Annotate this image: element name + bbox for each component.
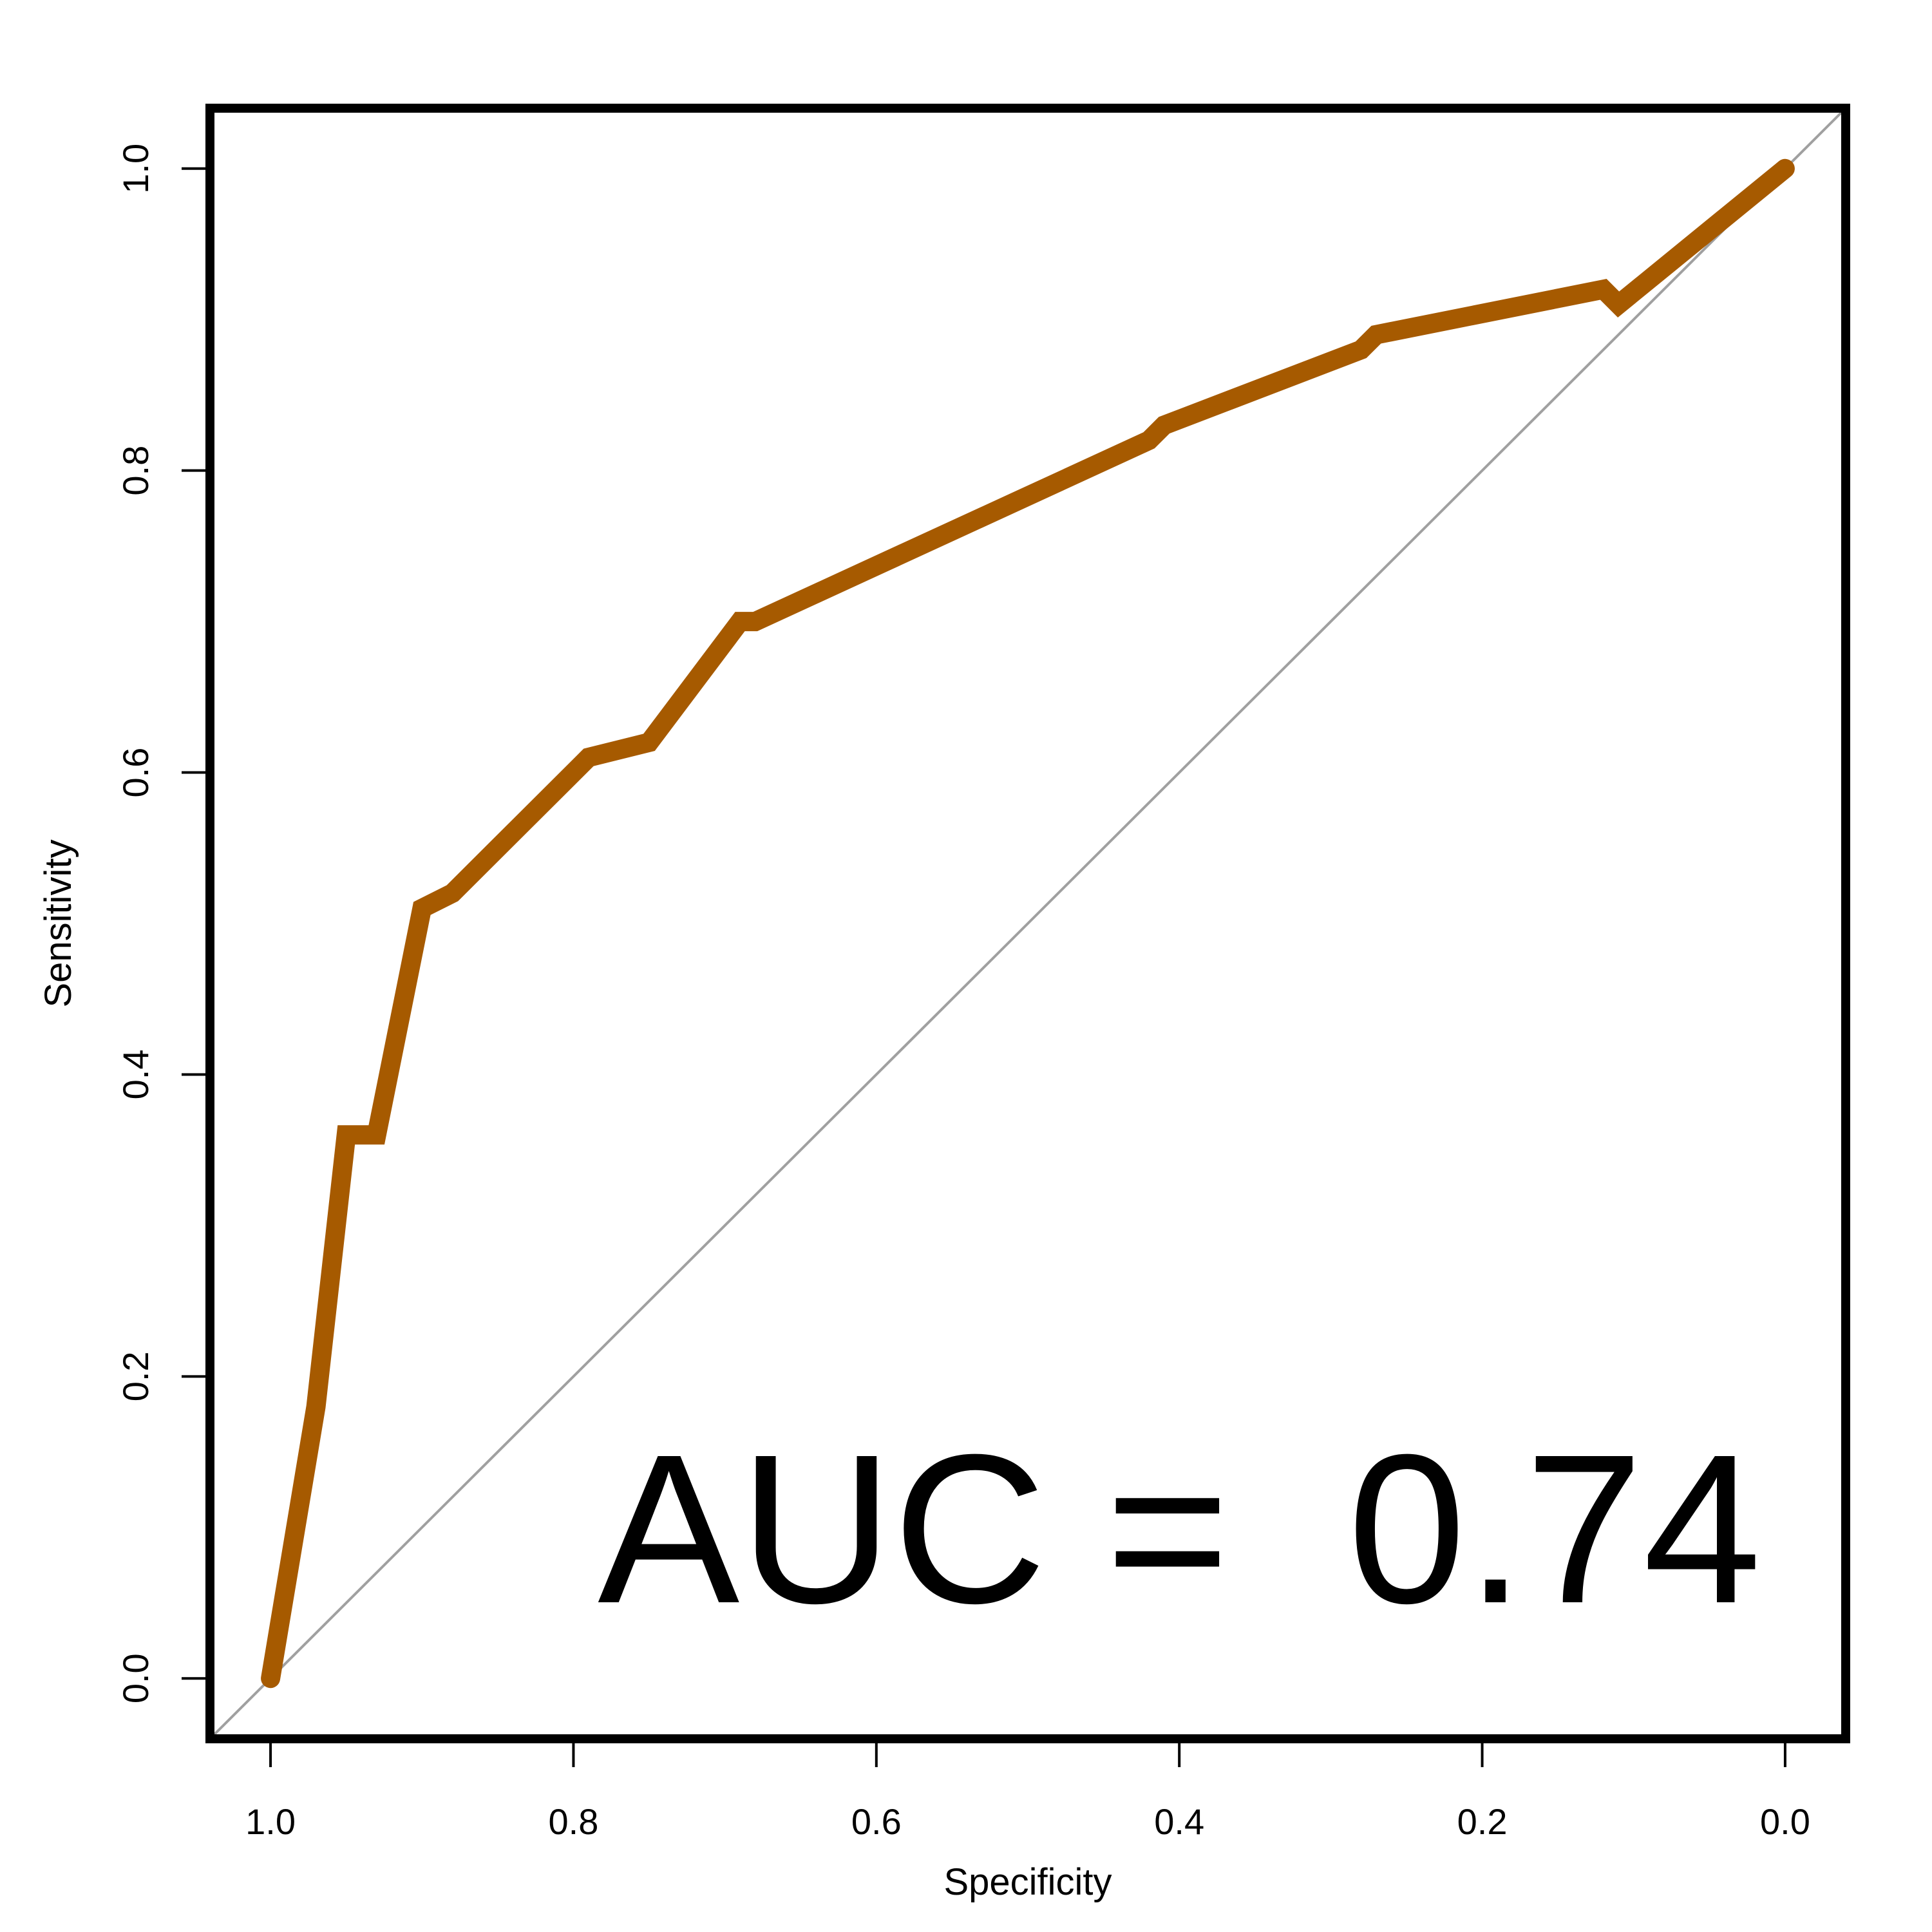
roc-curve	[261, 158, 1795, 1689]
y-tick-label: 0.8	[115, 446, 156, 496]
plot-frame	[205, 104, 1850, 1743]
x-tick-label: 0.0	[1760, 1801, 1810, 1842]
y-tick-label: 0.0	[115, 1653, 156, 1703]
auc-annotation: AUC = 0.74	[598, 1410, 1761, 1647]
y-axis-label: Sensitivity	[37, 839, 79, 1007]
y-tick-label: 0.4	[115, 1050, 156, 1100]
reference-diagonal-line	[209, 107, 1847, 1740]
x-tick-label: 0.4	[1154, 1801, 1204, 1842]
y-tick-label: 0.2	[115, 1351, 156, 1401]
x-tick-label: 0.2	[1457, 1801, 1508, 1842]
x-axis-ticks: 1.0 0.8 0.6 0.4 0.2 0.0	[245, 1743, 1810, 1842]
x-axis-label: Specificity	[943, 1861, 1112, 1903]
y-tick-label: 1.0	[115, 144, 156, 194]
x-tick-label: 0.6	[851, 1801, 902, 1842]
y-axis-ticks: 0.0 0.2 0.4 0.6 0.8 1.0	[115, 144, 205, 1703]
x-tick-label: 0.8	[549, 1801, 599, 1842]
y-tick-label: 0.6	[115, 748, 156, 798]
x-tick-label: 1.0	[245, 1801, 296, 1842]
